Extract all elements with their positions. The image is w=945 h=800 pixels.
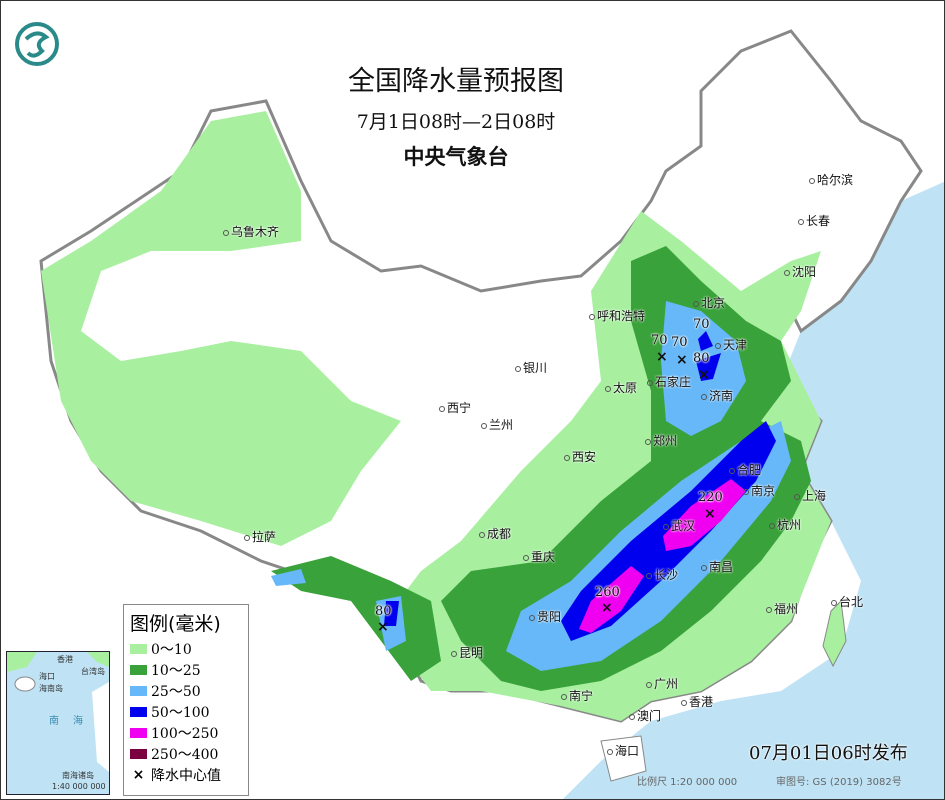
- city-label: 乌鲁木齐: [223, 223, 279, 240]
- center-value: 220: [698, 490, 723, 505]
- city-label: 济南: [701, 387, 733, 404]
- legend-label: 250～400: [151, 746, 219, 763]
- center-marker-icon: ×: [676, 352, 688, 368]
- map-scale: 比例尺 1:20 000 000: [637, 777, 738, 788]
- legend-label: 降水中心值: [151, 767, 221, 784]
- review-number: 审图号: GS (2019) 3082号: [776, 777, 902, 788]
- city-label: 哈尔滨: [809, 171, 853, 188]
- inset-label: 香港: [57, 655, 73, 664]
- inset-label: 南: [49, 716, 59, 727]
- center-value: 70: [651, 333, 668, 348]
- legend: 图例(毫米) 0～10 10～25 25～50 50～100 100～250 2…: [123, 604, 249, 796]
- city-label: 重庆: [523, 548, 555, 565]
- center-marker-icon: ×: [132, 766, 145, 783]
- legend-item: 10～25: [130, 659, 242, 680]
- legend-item: 250～400: [130, 743, 242, 764]
- rain-100-250-b: [579, 566, 644, 633]
- city-label: 长沙: [646, 566, 678, 583]
- city-label: 香港: [681, 693, 713, 710]
- legend-swatch: [130, 664, 147, 675]
- legend-label: 100～250: [151, 725, 219, 742]
- city-label: 沈阳: [784, 263, 816, 280]
- city-label: 拉萨: [244, 528, 276, 545]
- city-label: 杭州: [769, 516, 801, 533]
- city-label: 成都: [479, 525, 511, 542]
- legend-item: 25～50: [130, 680, 242, 701]
- legend-swatch: [130, 706, 147, 717]
- city-label: 银川: [515, 359, 547, 376]
- rain-25-50-tibet: [271, 569, 306, 586]
- legend-label: 0～10: [151, 641, 192, 658]
- city-label: 西宁: [439, 399, 471, 416]
- city-label: 西安: [564, 448, 596, 465]
- legend-swatch: [130, 727, 147, 738]
- city-label: 海口: [607, 742, 639, 759]
- legend-swatch: [130, 748, 147, 759]
- map-title: 全国降水量预报图: [348, 66, 564, 97]
- rain-0-10-west: [41, 111, 401, 546]
- legend-item: × 降水中心值: [130, 764, 242, 785]
- inset-label: 南海诸岛: [62, 771, 94, 780]
- south-china-sea-inset: 香港 台湾岛 海口 海南岛 南 海 南海诸岛 1:40 000 000: [6, 651, 110, 795]
- rain-50-100-north: [696, 331, 721, 381]
- inset-label: 台湾岛: [81, 667, 105, 676]
- city-label: 长春: [798, 212, 830, 229]
- city-label: 上海: [794, 487, 826, 504]
- city-label: 天津: [715, 336, 747, 353]
- center-value: 80: [693, 351, 710, 366]
- center-marker-icon: ×: [601, 600, 613, 616]
- rain-50-100-yunnan: [384, 601, 399, 626]
- cma-logo: [14, 19, 60, 69]
- city-label: 石家庄: [647, 373, 691, 390]
- city-label: 太原: [605, 379, 637, 396]
- city-label: 南宁: [561, 687, 593, 704]
- center-marker-icon: ×: [377, 619, 389, 635]
- rain-10-25-southwest: [271, 556, 441, 681]
- city-label: 武汉: [663, 517, 695, 534]
- city-label: 台北: [831, 593, 863, 610]
- legend-label: 25～50: [151, 683, 201, 700]
- center-marker-icon: ×: [704, 506, 716, 522]
- center-value: 260: [595, 585, 620, 600]
- sea-area: [563, 181, 944, 799]
- legend-swatch: [130, 685, 147, 696]
- center-marker-icon: ×: [698, 367, 710, 383]
- city-label: 南京: [743, 482, 775, 499]
- inset-label: 海口: [39, 672, 55, 681]
- legend-title: 图例(毫米): [130, 613, 221, 635]
- city-label: 福州: [766, 600, 798, 617]
- city-label: 合肥: [729, 461, 761, 478]
- center-marker-icon: ×: [656, 349, 668, 365]
- city-label: 昆明: [451, 644, 483, 661]
- legend-label: 10～25: [151, 662, 201, 679]
- inset-label: 1:40 000 000: [52, 782, 106, 791]
- center-value: 70: [671, 335, 688, 350]
- center-value: 80: [375, 604, 392, 619]
- inset-label: 海南岛: [39, 684, 63, 693]
- legend-item: 100～250: [130, 722, 242, 743]
- center-value: 70: [693, 317, 710, 332]
- issue-time: 07月01日06时发布: [749, 743, 908, 764]
- issuer: 中央气象台: [403, 145, 509, 169]
- legend-label: 50～100: [151, 704, 210, 721]
- city-label: 兰州: [481, 416, 513, 433]
- city-label: 澳门: [629, 707, 661, 724]
- city-label: 贵阳: [529, 608, 561, 625]
- city-label: 呼和浩特: [589, 307, 645, 324]
- city-label: 广州: [646, 675, 678, 692]
- legend-swatch: [130, 643, 147, 654]
- legend-item: 0～10: [130, 638, 242, 659]
- city-label: 郑州: [645, 432, 677, 449]
- city-label: 北京: [693, 294, 725, 311]
- inset-label: 海: [73, 716, 83, 727]
- city-label: 南昌: [701, 558, 733, 575]
- legend-item: 50～100: [130, 701, 242, 722]
- forecast-period: 7月1日08时—2日08时: [356, 111, 556, 133]
